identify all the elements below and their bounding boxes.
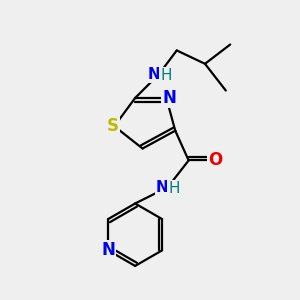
- Text: N: N: [156, 180, 169, 195]
- Text: S: S: [107, 117, 119, 135]
- Text: O: O: [208, 152, 223, 169]
- Text: H: H: [160, 68, 172, 83]
- Text: N: N: [101, 241, 115, 259]
- Text: H: H: [169, 181, 180, 196]
- Text: N: N: [162, 89, 176, 107]
- Text: N: N: [148, 67, 161, 82]
